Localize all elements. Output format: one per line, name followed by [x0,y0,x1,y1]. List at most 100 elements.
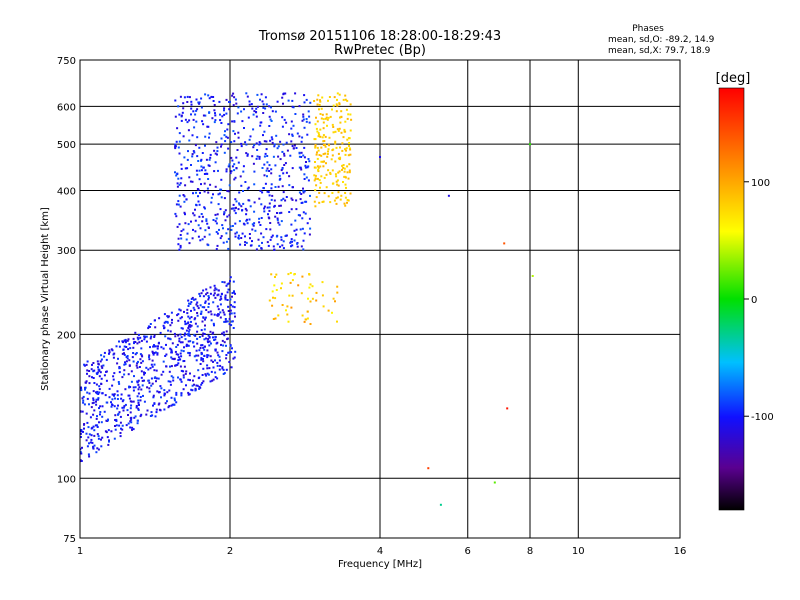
data-point [99,405,102,408]
data-point [282,191,285,194]
data-point [182,376,185,379]
data-point [216,213,219,216]
data-point [85,380,88,383]
data-point [493,481,496,484]
data-point [80,386,82,389]
data-point [303,126,306,129]
data-point [286,149,289,152]
data-point [337,191,340,194]
data-point [291,134,294,137]
data-point [199,227,202,230]
data-point [201,352,203,355]
data-point [251,240,253,243]
data-point [238,220,241,223]
data-point [335,175,338,178]
data-point [275,289,278,291]
data-point [209,330,212,333]
data-point [238,203,241,206]
data-point [219,311,222,314]
data-point [341,164,344,167]
data-point [167,406,170,409]
data-point [301,227,304,230]
data-point [321,201,324,203]
data-point [234,98,237,101]
data-point [309,283,312,286]
y-tick-label: 300 [57,246,76,257]
data-point [139,396,142,398]
data-point [280,211,283,214]
data-point [275,235,278,238]
data-point [164,335,167,338]
data-point [335,202,338,205]
data-point [188,119,191,122]
data-point [289,154,292,157]
data-point [230,228,233,231]
data-point [307,158,310,160]
data-point [139,399,142,402]
data-point [264,107,267,110]
data-point [318,154,321,156]
data-point [256,93,259,96]
data-point [84,388,86,391]
data-point [206,364,209,367]
data-point [223,281,226,284]
data-point [167,315,170,318]
data-point [190,220,192,223]
data-point [278,174,281,177]
data-point [107,429,110,432]
data-point [141,379,144,382]
data-point [175,364,177,367]
data-point [266,206,269,209]
data-point [196,325,199,328]
data-point [346,117,349,120]
data-point [287,99,290,102]
data-point [244,243,246,246]
data-point [87,436,90,439]
data-point [277,221,280,224]
data-point [317,166,320,169]
data-point [262,187,265,189]
data-point [253,183,256,186]
data-point [194,113,197,116]
data-point [235,231,238,234]
data-point [329,171,332,174]
data-point [313,100,316,102]
data-point [150,384,153,387]
data-point [183,346,185,349]
data-point [114,428,117,431]
data-point [336,179,339,182]
data-point [281,116,284,119]
data-point [195,109,198,112]
data-point [207,311,210,314]
data-point [133,342,135,345]
data-point [114,419,117,421]
data-point [214,348,217,351]
data-point [207,354,210,357]
data-point [207,298,210,301]
data-point [267,216,270,219]
data-point [124,363,127,366]
data-point [100,365,103,368]
data-point [295,199,298,202]
data-point [155,377,158,380]
data-point [259,189,262,192]
data-point [180,369,183,372]
data-point [227,147,230,150]
data-point [348,144,350,147]
data-point [237,161,240,164]
data-point [329,201,332,204]
data-point [324,152,327,155]
data-point [152,351,154,354]
data-point [265,140,268,143]
data-point [268,206,271,209]
data-point [349,153,352,156]
data-point [299,214,301,217]
data-point [234,315,236,318]
y-tick-label: 75 [63,534,76,545]
data-point [225,170,228,173]
data-point [322,160,324,163]
data-point [98,369,101,372]
data-point [98,407,100,410]
data-point [314,178,317,180]
colorbar-unit-label: [deg] [716,71,751,86]
